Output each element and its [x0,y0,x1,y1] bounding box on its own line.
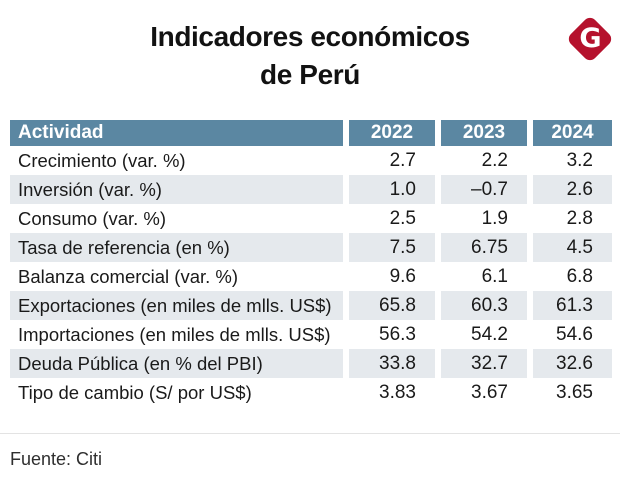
value-2024: 32.6 [533,349,612,378]
value-2024: 4.5 [533,233,612,262]
value-2024: 2.6 [533,175,612,204]
value-2023: 60.3 [441,291,527,320]
row-label: Inversión (var. %) [10,175,343,204]
row-label: Consumo (var. %) [18,207,167,229]
row-label: Balanza comercial (var. %) [18,265,239,287]
value-2022: 65.8 [349,291,435,320]
table-body: Crecimiento (var. %) 2.7 2.2 3.2 Inversi… [10,146,612,407]
value-2022: 1.0 [349,175,435,204]
value-2022: 56.3 [379,323,416,345]
value-2023: –0.7 [441,175,527,204]
title-line-2: de Perú [260,58,360,90]
page-title: Indicadores económicos de Perú [0,18,620,94]
value-2022: 7.5 [349,233,435,262]
table-row: Tasa de referencia (en %) 7.5 6.75 4.5 [10,233,612,262]
value-2022: 3.83 [379,381,416,403]
indicators-table: Actividad 2022 2023 2024 Crecimiento (va… [10,120,612,407]
column-header-2024: 2024 [533,120,612,146]
value-2023: 54.2 [471,323,508,345]
value-2024: 3.2 [566,149,593,171]
value-2023: 3.67 [471,381,508,403]
value-2022: 33.8 [349,349,435,378]
row-label: Exportaciones (en miles de mlls. US$) [10,291,343,320]
table-row: Exportaciones (en miles de mlls. US$) 65… [10,291,612,320]
value-2023: 32.7 [441,349,527,378]
value-2024: 3.65 [556,381,593,403]
row-label: Deuda Pública (en % del PBI) [10,349,343,378]
value-2024: 6.8 [566,265,593,287]
source-note: Fuente: Citi [10,449,103,469]
table-header-row: Actividad 2022 2023 2024 [10,120,612,146]
table-row: Tipo de cambio (S/ por US$) 3.83 3.67 3.… [10,378,612,407]
table-row: Crecimiento (var. %) 2.7 2.2 3.2 [10,146,612,175]
column-header-actividad: Actividad [10,120,343,146]
column-header-2022: 2022 [349,120,435,146]
row-label: Tipo de cambio (S/ por US$) [18,381,252,403]
value-2022: 2.5 [389,207,416,229]
table-row: Consumo (var. %) 2.5 1.9 2.8 [10,204,612,233]
table-row: Balanza comercial (var. %) 9.6 6.1 6.8 [10,262,612,291]
column-header-2023: 2023 [441,120,527,146]
title-line-1: Indicadores económicos [150,21,470,52]
table-row: Deuda Pública (en % del PBI) 33.8 32.7 3… [10,349,612,378]
value-2022: 2.7 [389,149,416,171]
value-2024: 61.3 [533,291,612,320]
value-2023: 6.75 [441,233,527,262]
value-2023: 1.9 [481,207,508,229]
table-row: Importaciones (en miles de mlls. US$) 56… [10,320,612,349]
logo-letter: G [579,22,602,54]
value-2023: 6.1 [481,265,508,287]
value-2024: 2.8 [566,207,593,229]
value-2022: 9.6 [389,265,416,287]
row-label: Tasa de referencia (en %) [10,233,343,262]
value-2023: 2.2 [481,149,508,171]
table-row: Inversión (var. %) 1.0 –0.7 2.6 [10,175,612,204]
footer-divider [0,433,620,434]
row-label: Importaciones (en miles de mlls. US$) [18,323,331,345]
row-label: Crecimiento (var. %) [18,149,186,171]
value-2024: 54.6 [556,323,593,345]
